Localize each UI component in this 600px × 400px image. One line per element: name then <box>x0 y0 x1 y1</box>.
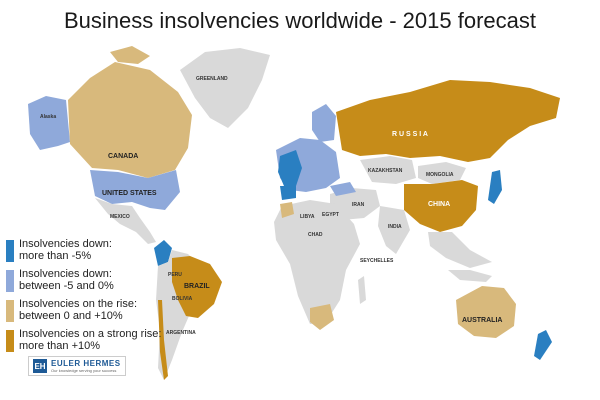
map-title: Business insolvencies worldwide - 2015 f… <box>63 8 536 33</box>
label-libya: LIBYA <box>300 214 315 220</box>
label-iran: IRAN <box>352 202 365 208</box>
legend-swatch <box>6 240 14 262</box>
region-kazakhstan[interactable] <box>360 156 416 184</box>
legend-line2: between 0 and +10% <box>19 310 123 322</box>
legend: Insolvencies down: more than -5% Insolve… <box>6 238 206 358</box>
region-india[interactable] <box>378 206 410 254</box>
label-canada: CANADA <box>108 153 138 160</box>
label-alaska: Alaska <box>40 114 56 120</box>
region-australia[interactable] <box>456 286 516 338</box>
label-peru: PERU <box>168 272 182 278</box>
legend-line2: more than -5% <box>19 250 92 262</box>
region-madagascar[interactable] <box>358 276 366 304</box>
region-south-africa[interactable] <box>310 304 334 330</box>
region-chile[interactable] <box>158 300 168 380</box>
legend-item-down: Insolvencies down: between -5 and 0% <box>6 268 206 292</box>
legend-line1: Insolvencies down: <box>19 268 112 280</box>
label-brazil: BRAZIL <box>184 283 210 290</box>
region-brazil[interactable] <box>172 256 222 318</box>
region-iberia[interactable] <box>280 186 296 200</box>
region-indonesia[interactable] <box>448 270 492 282</box>
region-turkey[interactable] <box>330 182 356 196</box>
label-mexico: MEXICO <box>110 214 130 220</box>
label-china: CHINA <box>428 201 450 208</box>
legend-line1: Insolvencies down: <box>19 238 112 250</box>
region-mongolia[interactable] <box>418 162 466 184</box>
logo-mark-icon: EH <box>33 359 47 373</box>
region-japan[interactable] <box>488 170 502 204</box>
logo-tagline: Our knowledge serving your success <box>51 368 117 373</box>
legend-item-down-strong: Insolvencies down: more than -5% <box>6 238 206 262</box>
region-new-zealand[interactable] <box>534 330 552 360</box>
region-colombia[interactable] <box>154 240 172 266</box>
region-canada[interactable] <box>68 62 192 178</box>
legend-swatch <box>6 330 14 352</box>
label-kazakhstan: KAZAKHSTAN <box>368 168 403 174</box>
region-china[interactable] <box>404 180 478 232</box>
region-mexico[interactable] <box>95 198 156 244</box>
region-canada-islands[interactable] <box>110 46 150 64</box>
label-seychelles: SEYCHELLES <box>360 258 394 264</box>
region-greenland[interactable] <box>180 48 270 128</box>
label-egypt: EGYPT <box>322 212 339 218</box>
label-bolivia: BOLIVIA <box>172 296 193 302</box>
euler-hermes-logo: EH EULER HERMES Our knowledge serving yo… <box>28 356 126 376</box>
region-alaska[interactable] <box>28 96 70 150</box>
logo-name: EULER HERMES <box>51 359 121 368</box>
label-greenland: GREENLAND <box>196 76 228 82</box>
label-russia: R U S S I A <box>392 131 428 138</box>
label-united-states: UNITED STATES <box>102 190 157 197</box>
region-scandinavia[interactable] <box>312 104 336 142</box>
legend-line1: Insolvencies on a strong rise: <box>19 328 162 340</box>
region-western-europe[interactable] <box>278 150 302 186</box>
label-india: INDIA <box>388 224 402 230</box>
label-mongolia: MONGOLIA <box>426 172 454 178</box>
region-africa[interactable] <box>274 200 360 324</box>
region-united-states[interactable] <box>90 170 180 210</box>
legend-line1: Insolvencies on the rise: <box>19 298 138 310</box>
legend-swatch <box>6 270 14 292</box>
legend-line2: between -5 and 0% <box>19 280 114 292</box>
label-australia: AUSTRALIA <box>462 317 502 324</box>
legend-line2: more than +10% <box>19 340 101 352</box>
region-morocco[interactable] <box>280 202 294 218</box>
region-russia[interactable] <box>336 80 560 162</box>
region-southeast-asia[interactable] <box>428 232 492 268</box>
label-argentina: ARGENTINA <box>166 330 196 336</box>
legend-item-rise-strong: Insolvencies on a strong rise: more than… <box>6 328 206 352</box>
legend-item-rise: Insolvencies on the rise: between 0 and … <box>6 298 206 322</box>
legend-swatch <box>6 300 14 322</box>
label-chad: CHAD <box>308 232 323 238</box>
